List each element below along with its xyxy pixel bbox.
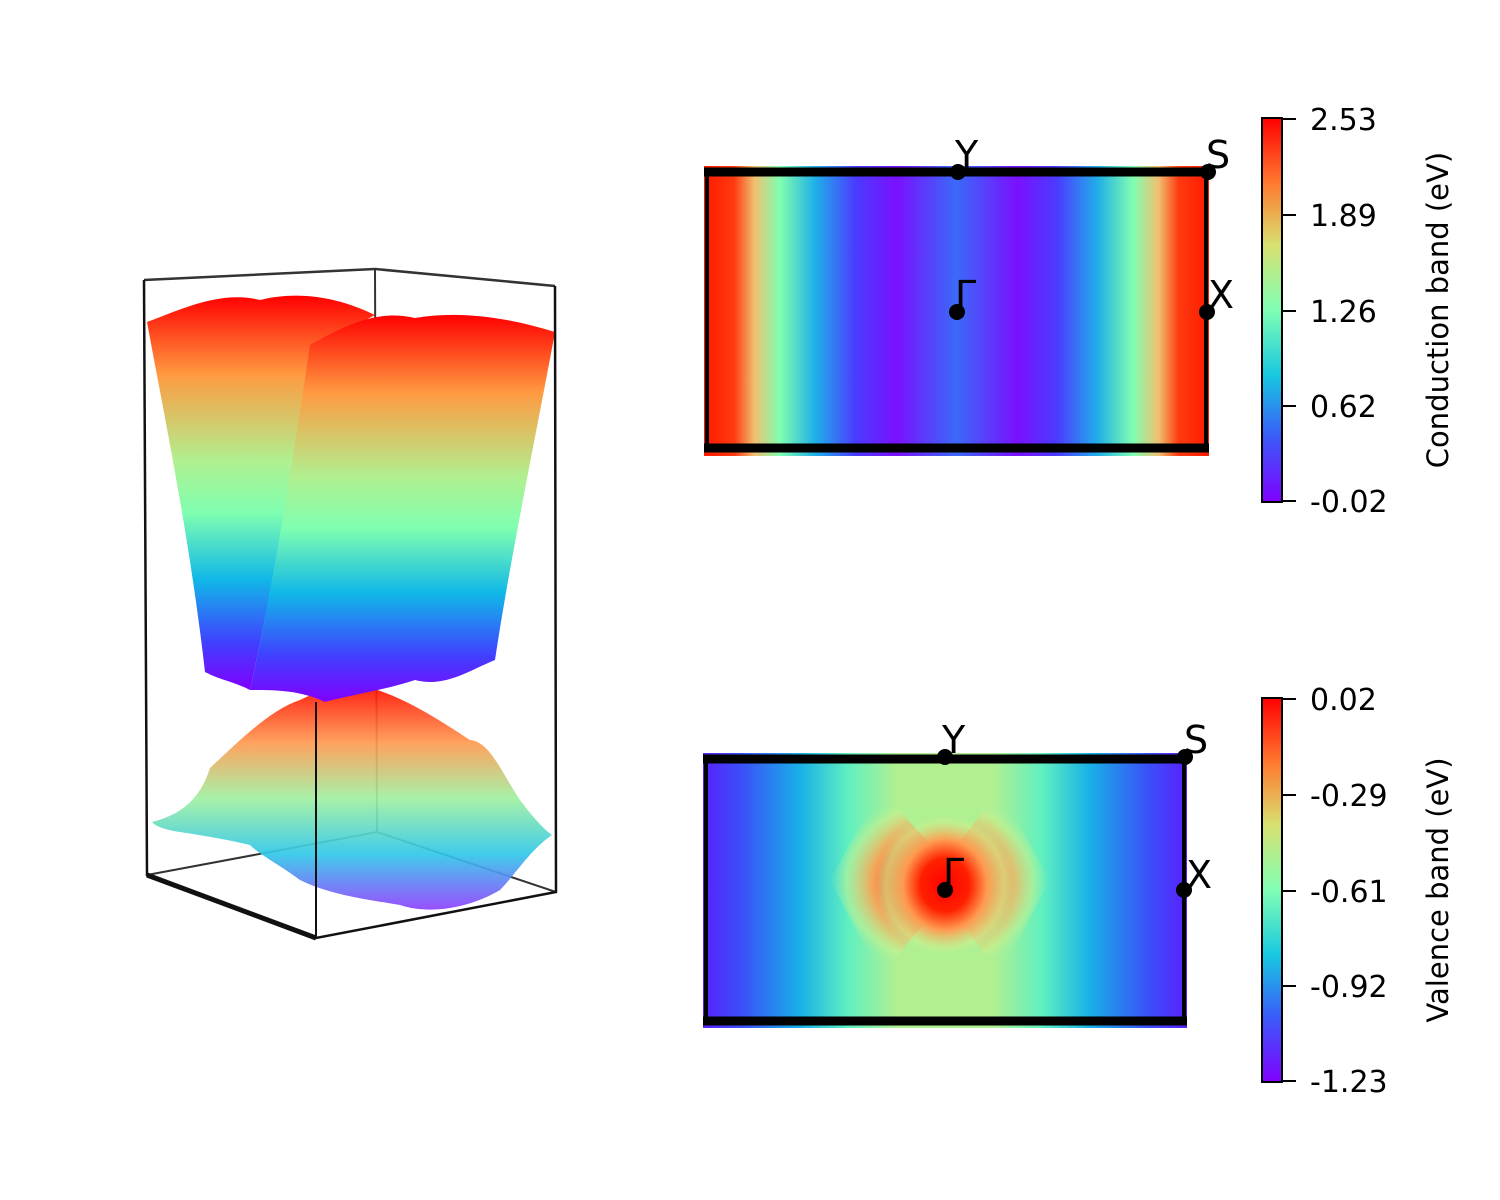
box-floor-front-bold	[146, 872, 317, 941]
conduction-colorbar	[1261, 117, 1283, 503]
conduction-tick-1: 1.89	[1310, 199, 1377, 234]
conduction-colorbar-title: Conduction band (eV)	[1421, 152, 1455, 468]
valence-label-x: X	[1186, 853, 1212, 897]
valence-colorbar-ticks	[1282, 698, 1296, 1082]
conduction-tick-4: -0.02	[1310, 485, 1388, 520]
conduction-label-x: X	[1208, 273, 1234, 317]
valence-point-y	[937, 749, 953, 765]
conduction-label-gamma: Γ	[955, 273, 976, 317]
valence-tick-3: -0.92	[1310, 970, 1388, 1005]
valence-label-y: Y	[941, 718, 966, 762]
conduction-point-x	[1199, 304, 1215, 320]
conduction-label-y: Y	[954, 133, 979, 177]
conduction-tick-3: 0.62	[1310, 390, 1377, 425]
surface-3d-panel	[142, 267, 558, 941]
valence-tick-0: 0.02	[1310, 683, 1377, 718]
conduction-label-s: S	[1206, 133, 1230, 177]
valence-colorbar-title: Valence band (eV)	[1421, 757, 1455, 1022]
conduction-point-y	[950, 164, 966, 180]
valence-tick-2: -0.61	[1310, 875, 1388, 910]
valence-point-s	[1177, 749, 1193, 765]
conduction-surface-right	[250, 314, 555, 702]
conduction-point-s	[1200, 164, 1216, 180]
valence-band-map: Y S Γ X 0.02 -0.29 -0.61 -0.92 -1.23 Val…	[703, 683, 1455, 1100]
valence-point-gamma	[937, 882, 953, 898]
conduction-colorbar-ticks	[1282, 118, 1296, 502]
valence-point-x	[1176, 882, 1192, 898]
valence-label-gamma: Γ	[943, 851, 964, 895]
valence-tick-4: -1.23	[1310, 1065, 1388, 1100]
valence-tick-1: -0.29	[1310, 779, 1388, 814]
box-back-edges	[143, 267, 556, 288]
conduction-tick-2: 1.26	[1310, 295, 1377, 330]
valence-surface	[152, 687, 552, 910]
conduction-tick-0: 2.53	[1310, 103, 1377, 138]
valence-colorbar	[1261, 697, 1283, 1083]
conduction-point-gamma	[949, 304, 965, 320]
valence-label-s: S	[1184, 718, 1208, 762]
conduction-band-map: Y S Γ X 2.53 1.89 1.26 0.62 -0.02 Conduc…	[704, 103, 1455, 520]
conduction-surface-left	[147, 295, 375, 690]
